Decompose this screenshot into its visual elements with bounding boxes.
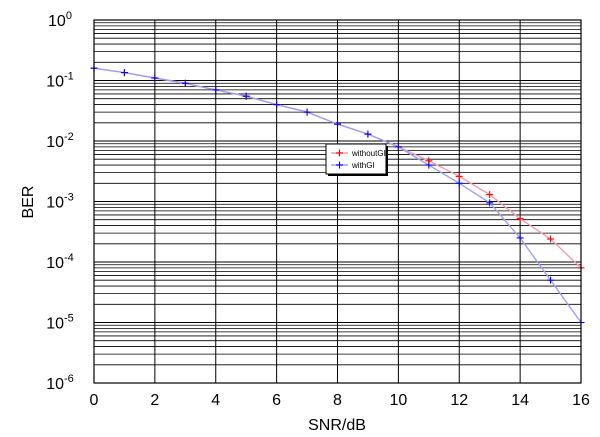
- legend-box: [325, 143, 387, 175]
- data-point-withGI: [151, 74, 159, 82]
- data-point-withGI: [303, 108, 311, 116]
- data-point-withGI: [486, 199, 494, 207]
- x-axis-title: SNR/dB: [308, 417, 366, 434]
- plot-frame: [93, 19, 582, 384]
- data-point-withoutGI: [486, 191, 494, 199]
- data-point-withGI: [455, 179, 463, 187]
- y-tick-label: 10-6: [46, 373, 74, 393]
- x-tick-label: 12: [450, 392, 468, 409]
- data-point-withoutGI: [547, 235, 555, 243]
- data-point-withGI: [516, 234, 524, 242]
- x-tick-label: 8: [333, 392, 342, 409]
- data-point-withGI: [242, 92, 250, 100]
- x-tick-label: 10: [389, 392, 407, 409]
- x-tick-label: 4: [211, 392, 220, 409]
- legend: withoutGI withGI: [325, 143, 388, 176]
- data-point-withGI: [181, 79, 189, 87]
- data-point-withoutGI: [455, 172, 463, 180]
- legend-label-withGI: withGI: [351, 161, 375, 170]
- y-axis-title: BER: [20, 186, 37, 219]
- data-point-withGI: [334, 120, 341, 128]
- y-tick-label: 10-2: [46, 131, 74, 151]
- y-tick-labels: 100 10-1 10-2 10-3 10-4 10-5 10-6: [46, 10, 74, 393]
- x-tick-label: 2: [150, 392, 159, 409]
- data-point-withGI: [120, 69, 128, 77]
- data-point-withGI: [394, 143, 402, 151]
- y-tick-label: 10-3: [46, 192, 74, 212]
- data-point-withGI: [273, 101, 281, 109]
- x-tick-label: 14: [511, 392, 529, 409]
- y-tick-label: 100: [48, 10, 72, 30]
- data-point-withGI: [425, 161, 433, 169]
- x-tick-label: 16: [572, 392, 590, 409]
- x-tick-labels: 0 2 4 6 8 10 12 14 16: [90, 392, 590, 409]
- x-tick-label: 0: [90, 392, 99, 409]
- x-tick-label: 6: [272, 392, 281, 409]
- y-tick-label: 10-4: [46, 252, 74, 272]
- data-point-withGI: [547, 276, 555, 284]
- y-tick-label: 10-5: [46, 313, 74, 333]
- legend-label-withoutGI: withoutGI: [351, 149, 386, 158]
- data-point-withGI: [212, 86, 220, 94]
- data-point-withoutGI: [516, 215, 524, 223]
- data-point-withGI: [364, 130, 372, 138]
- y-tick-label: 10-1: [46, 71, 74, 91]
